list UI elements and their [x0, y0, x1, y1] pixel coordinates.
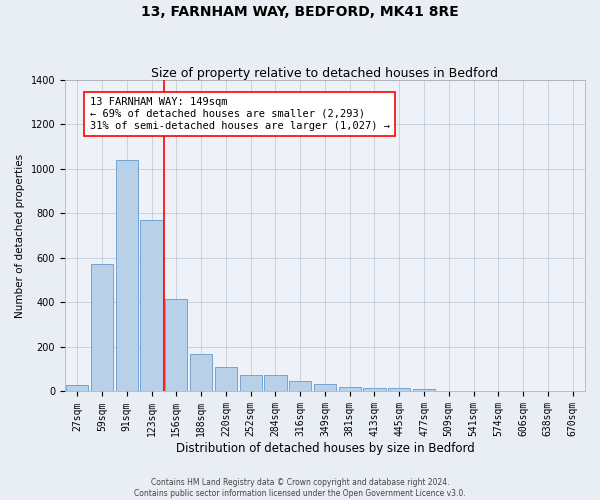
- Text: 13, FARNHAM WAY, BEDFORD, MK41 8RE: 13, FARNHAM WAY, BEDFORD, MK41 8RE: [141, 5, 459, 19]
- Bar: [91, 264, 113, 392]
- Bar: [413, 389, 435, 392]
- Bar: [264, 375, 287, 392]
- Text: 13 FARNHAM WAY: 149sqm
← 69% of detached houses are smaller (2,293)
31% of semi-: 13 FARNHAM WAY: 149sqm ← 69% of detached…: [89, 98, 389, 130]
- Y-axis label: Number of detached properties: Number of detached properties: [15, 154, 25, 318]
- Title: Size of property relative to detached houses in Bedford: Size of property relative to detached ho…: [151, 66, 499, 80]
- Bar: [289, 382, 311, 392]
- Bar: [215, 367, 237, 392]
- Bar: [314, 384, 336, 392]
- Bar: [165, 299, 187, 392]
- Text: Contains HM Land Registry data © Crown copyright and database right 2024.
Contai: Contains HM Land Registry data © Crown c…: [134, 478, 466, 498]
- Bar: [388, 388, 410, 392]
- Bar: [239, 375, 262, 392]
- Bar: [190, 354, 212, 392]
- X-axis label: Distribution of detached houses by size in Bedford: Distribution of detached houses by size …: [176, 442, 475, 455]
- Bar: [338, 387, 361, 392]
- Bar: [364, 388, 386, 392]
- Bar: [140, 220, 163, 392]
- Bar: [66, 385, 88, 392]
- Bar: [116, 160, 138, 392]
